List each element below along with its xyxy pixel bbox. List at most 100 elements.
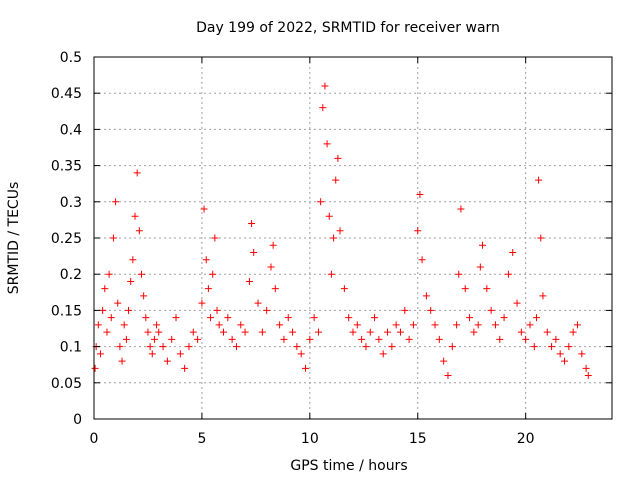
- data-point: [325, 212, 333, 220]
- data-point: [254, 299, 262, 307]
- data-point: [405, 335, 413, 343]
- y-tick-label: 0.1: [60, 340, 82, 356]
- data-point: [552, 335, 560, 343]
- data-point: [483, 285, 491, 293]
- data-point: [349, 328, 357, 336]
- data-point: [358, 335, 366, 343]
- data-point: [237, 321, 245, 329]
- data-point: [396, 328, 404, 336]
- data-point: [250, 248, 258, 256]
- data-point: [323, 140, 331, 148]
- data-point: [103, 328, 111, 336]
- data-point: [336, 227, 344, 235]
- data-point: [474, 321, 482, 329]
- x-tick-label: 5: [197, 431, 206, 447]
- data-point: [330, 234, 338, 242]
- data-point: [414, 227, 422, 235]
- data-point: [120, 321, 128, 329]
- data-point: [204, 285, 212, 293]
- data-point: [427, 306, 435, 314]
- x-axis-label: GPS time / hours: [290, 458, 407, 474]
- data-point: [422, 292, 430, 300]
- data-point: [327, 270, 335, 278]
- axis-ticks: 0 0.05 0.1 0.15 0.2 0.25 0.3 0.35 0.4 0.45 0.5 0 5 10…: [51, 50, 612, 447]
- data-point: [479, 241, 486, 249]
- data-point: [314, 328, 322, 336]
- data-point: [159, 343, 167, 351]
- data-point: [388, 343, 396, 351]
- data-point: [440, 357, 448, 365]
- data-point: [94, 321, 102, 329]
- data-point: [202, 256, 210, 264]
- data-point: [548, 343, 556, 351]
- data-point: [200, 205, 208, 213]
- data-point: [289, 328, 297, 336]
- data-point: [189, 328, 197, 336]
- data-point: [375, 335, 383, 343]
- y-tick-label: 0.3: [60, 195, 82, 211]
- data-point: [409, 321, 417, 329]
- data-point: [332, 176, 340, 184]
- data-point: [276, 321, 284, 329]
- data-point: [455, 270, 463, 278]
- data-point: [258, 328, 266, 336]
- data-point: [543, 328, 551, 336]
- data-point: [379, 350, 387, 358]
- data-point: [578, 350, 586, 358]
- data-point: [172, 314, 180, 322]
- data-point: [209, 270, 217, 278]
- data-point: [496, 335, 504, 343]
- data-point: [513, 299, 521, 307]
- chart-title: Day 199 of 2022, SRMTID for receiver war…: [196, 20, 500, 36]
- x-tick-label: 20: [517, 431, 535, 447]
- data-point: [280, 335, 288, 343]
- data-point: [504, 270, 512, 278]
- data-point: [334, 154, 342, 162]
- data-point: [573, 321, 581, 329]
- data-point: [96, 350, 104, 358]
- data-point: [185, 343, 193, 351]
- data-point: [207, 314, 215, 322]
- data-point: [146, 343, 154, 351]
- data-point: [135, 227, 143, 235]
- data-point: [153, 321, 161, 329]
- data-point: [561, 357, 569, 365]
- data-point: [487, 306, 495, 314]
- data-point: [466, 314, 474, 322]
- data-point: [232, 343, 240, 351]
- data-point: [565, 343, 573, 351]
- data-point: [168, 335, 176, 343]
- data-point: [353, 321, 361, 329]
- y-tick-label: 0.5: [60, 50, 82, 66]
- data-point: [122, 335, 130, 343]
- data-point: [319, 104, 327, 112]
- x-tick-label: 10: [301, 431, 319, 447]
- data-point: [267, 263, 275, 271]
- data-point: [539, 292, 547, 300]
- data-point: [431, 321, 439, 329]
- data-point: [118, 357, 126, 365]
- y-tick-label: 0.45: [51, 86, 82, 102]
- y-tick-label: 0.05: [51, 376, 82, 392]
- data-point: [418, 256, 426, 264]
- data-point: [582, 364, 590, 372]
- data-point: [142, 314, 150, 322]
- data-point: [530, 343, 538, 351]
- data-point: [220, 328, 227, 336]
- data-point: [125, 306, 133, 314]
- data-point: [500, 314, 508, 322]
- y-axis-label: SRMTID / TECUs: [6, 182, 22, 295]
- data-point: [215, 321, 223, 329]
- data-point: [107, 314, 115, 322]
- data-point: [461, 285, 469, 293]
- y-tick-label: 0.15: [51, 303, 82, 319]
- data-point: [140, 292, 148, 300]
- data-point: [245, 277, 253, 285]
- data-point: [584, 372, 592, 380]
- data-point: [457, 205, 465, 213]
- data-point: [470, 328, 478, 336]
- data-point: [155, 328, 163, 336]
- data-point: [114, 299, 122, 307]
- data-point: [444, 372, 452, 380]
